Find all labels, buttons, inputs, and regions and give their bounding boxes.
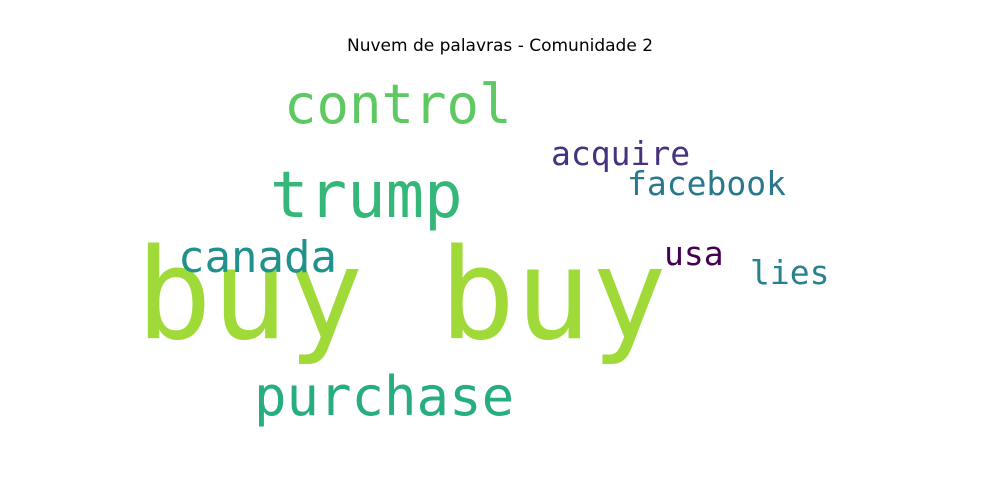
word-purchase: purchase	[254, 365, 515, 428]
word-control: control	[284, 73, 512, 136]
word-canada: canada	[178, 232, 337, 283]
word-lies: lies	[750, 253, 830, 292]
word-usa: usa	[664, 234, 724, 273]
word-trump: trump	[270, 159, 463, 233]
figure-title: Nuvem de palavras - Comunidade 2	[346, 36, 654, 56]
word-facebook: facebook	[627, 164, 786, 203]
word-buy-buy: buy buy	[136, 221, 668, 368]
word-acquire: acquire	[551, 134, 691, 173]
